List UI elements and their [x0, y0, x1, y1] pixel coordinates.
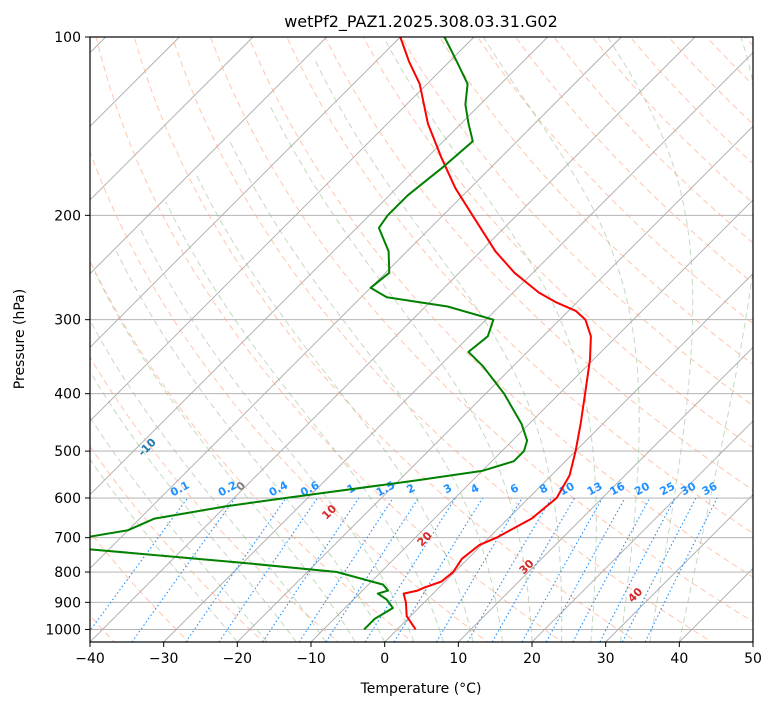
y-tick-label: 400 — [54, 387, 81, 403]
chart-title: wetPf2_PAZ1.2025.308.03.31.G02 — [284, 12, 558, 32]
x-tick-label: −10 — [296, 651, 326, 667]
isotherm-line — [310, 199, 753, 642]
temperature-line — [399, 37, 592, 630]
dry-adiabat-line — [286, 37, 753, 534]
isotherm-line — [90, 37, 548, 496]
y-tick-label: 1000 — [45, 622, 81, 638]
moist-adiabat-line — [383, 37, 597, 642]
dewpoint-line — [90, 37, 529, 631]
moist-adiabat-line — [94, 272, 356, 642]
isotherm-line — [90, 37, 327, 275]
mixing-ratio-label: 36 — [700, 479, 720, 498]
moist-adiabat-lines — [90, 37, 753, 642]
isotherm-line — [90, 37, 401, 348]
dry-adiabat-line — [90, 445, 265, 642]
isotherm-line — [90, 37, 254, 201]
plot-area: 0.1 0.2 0.4 0.6 1 1.5 2 3 4 6 8 10 13 16 20 25 30 36 -100… — [90, 37, 753, 642]
isobar-lines — [90, 37, 753, 630]
dry-adiabat-line — [171, 37, 713, 642]
moist-adiabat-line — [90, 319, 327, 642]
y-tick-label: 600 — [54, 491, 81, 507]
dry-adiabat-line — [477, 37, 753, 325]
plot-frame — [89, 36, 754, 643]
moist-adiabat-line — [482, 37, 640, 642]
mixing-ratio-line — [599, 497, 676, 642]
isotherm-line — [237, 125, 753, 642]
y-tick-label: 300 — [54, 313, 81, 329]
mixing-ratio-line — [262, 497, 360, 642]
dry-adiabat-line — [400, 37, 753, 407]
y-tick-label: 900 — [54, 595, 81, 611]
moist-adiabat-line — [678, 37, 753, 642]
x-axis-ticks: −40 −30 −20 −10 0 10 20 30 40 50 — [75, 642, 762, 667]
moist-adiabat-line — [607, 37, 694, 642]
dry-adiabat-line — [438, 37, 753, 366]
mixing-ratio-label: 20 — [632, 479, 652, 498]
y-tick-label: 700 — [54, 531, 81, 547]
dry-adiabat-line — [90, 356, 339, 642]
y-tick-label: 500 — [54, 444, 81, 460]
y-tick-label: 200 — [54, 208, 81, 224]
moist-adiabat-line — [90, 370, 297, 642]
x-tick-label: −30 — [149, 651, 179, 667]
moist-adiabat-line — [229, 141, 503, 642]
x-axis-label: Temperature (°C) — [360, 681, 482, 697]
mixing-ratio-label: 30 — [679, 479, 699, 498]
moist-adiabat-line — [165, 201, 445, 642]
mixing-ratio-lines — [90, 497, 718, 642]
profile-series — [90, 37, 592, 631]
dry-adiabat-line — [324, 37, 753, 491]
mixing-ratio-line — [621, 497, 697, 642]
mixing-ratio-label: 16 — [608, 479, 628, 498]
isotherm-line — [531, 420, 753, 642]
mixing-ratio-line — [572, 497, 651, 642]
y-tick-label: 800 — [54, 565, 81, 581]
x-tick-label: 0 — [380, 651, 389, 667]
x-tick-label: 20 — [523, 651, 541, 667]
mixing-ratio-line — [435, 497, 523, 642]
moist-adiabat-line — [315, 61, 563, 642]
moist-adiabat-line — [115, 251, 386, 642]
mixing-ratio-line — [90, 497, 189, 632]
x-tick-label: 50 — [744, 651, 762, 667]
x-tick-label: −40 — [75, 651, 105, 667]
isotherm-line — [163, 52, 753, 642]
dry-adiabat-line — [248, 37, 753, 578]
isotherm-line — [90, 37, 622, 569]
y-axis-label: Pressure (hPa) — [12, 289, 28, 389]
mixing-ratio-line — [364, 497, 456, 642]
dry-adiabat-line — [362, 37, 753, 449]
dry-adiabat-line — [95, 37, 564, 642]
moist-adiabat-line — [268, 104, 533, 642]
isotherm-line — [90, 37, 475, 422]
moist-adiabat-line — [90, 458, 238, 642]
x-tick-label: 30 — [597, 651, 615, 667]
y-tick-label: 100 — [54, 30, 81, 46]
dry-adiabat-line — [90, 259, 414, 642]
mixing-ratio-label: 10 — [557, 479, 577, 498]
mixing-ratio-line — [644, 497, 718, 642]
mixing-ratio-line — [545, 497, 626, 642]
moist-adiabat-line — [195, 173, 474, 642]
mixing-ratio-label: 13 — [585, 480, 605, 499]
mixing-ratio-line — [393, 497, 483, 642]
dry-adiabat-line — [133, 37, 638, 642]
isotherm-line — [90, 37, 696, 642]
moist-adiabat-line — [90, 416, 268, 642]
x-tick-label: 10 — [449, 651, 467, 667]
y-axis-ticks: 100 200 300 400 500 600 700 800 900 1000 — [45, 30, 90, 638]
x-tick-label: 40 — [670, 651, 688, 667]
isotherm-line — [605, 494, 753, 642]
isotherm-line — [384, 273, 753, 642]
mixing-ratio-label: 25 — [658, 480, 678, 499]
moist-adiabat-line — [139, 227, 415, 642]
mixing-ratio-line — [131, 497, 236, 642]
x-tick-label: −20 — [223, 651, 253, 667]
